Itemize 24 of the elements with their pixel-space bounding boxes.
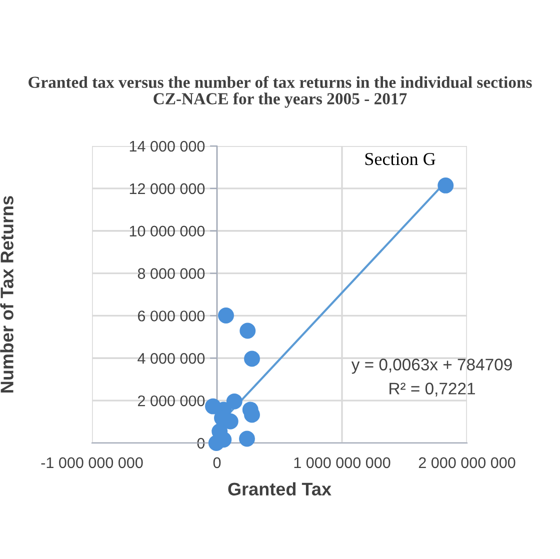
y-tick-label: 4 000 000 [138, 353, 205, 364]
y-tick-label: 12 000 000 [130, 183, 205, 194]
point [226, 393, 242, 410]
point [208, 435, 224, 451]
point [240, 322, 256, 339]
point [218, 308, 234, 324]
y-tick-label: 8 000 000 [138, 268, 205, 279]
y-tick-label: 2 000 000 [138, 395, 205, 406]
x-axis-title: Granted Tax [228, 482, 332, 496]
x-tick-label: 1 000 000 000 [294, 457, 390, 468]
y-axis-title: Number of Tax Returns [0, 196, 14, 392]
chart-title: Granted tax versus the number of tax returns in the individual sections CZ-NACE for the years 2005 - 2017 [28, 76, 532, 108]
y-tick-label: 6 000 000 [138, 310, 205, 322]
point [244, 350, 260, 367]
y-tick-label: 14 000 000 [130, 140, 205, 152]
x-tick-label: -1 000 000 000 [41, 457, 143, 468]
point [438, 177, 454, 194]
annotation: Section G [365, 152, 436, 166]
annotation: y = 0,0063x + 784709 [351, 358, 512, 374]
point [239, 430, 255, 447]
x-tick-label: 0 [213, 457, 221, 468]
annotation: R² = 0,7221 [390, 382, 475, 396]
y-tick-label: 10 000 000 [130, 226, 205, 237]
x-tick-label: 2 000 000 000 [418, 457, 516, 468]
